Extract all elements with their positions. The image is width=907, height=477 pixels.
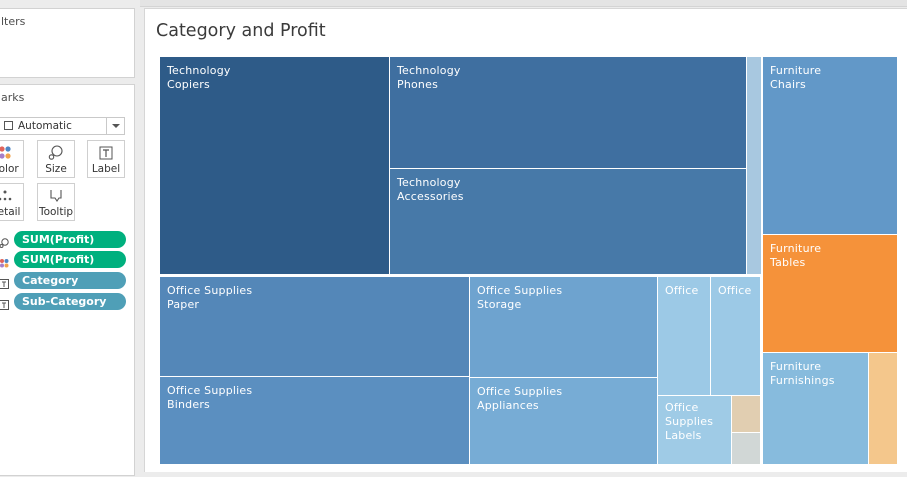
size-icon	[0, 233, 9, 248]
mark-type-value: Automatic	[18, 120, 72, 132]
treemap-tile-label: Office	[718, 284, 752, 297]
treemap-tile-label: Furniture	[770, 242, 822, 255]
treemap-tile[interactable]	[747, 57, 761, 274]
treemap-tile-label: Furniture	[770, 360, 822, 373]
treemap-tile-label: Technology	[397, 176, 461, 189]
treemap-tile-label: Office	[665, 284, 699, 297]
label-icon	[0, 274, 9, 289]
treemap-tile-label: Paper	[167, 298, 200, 311]
worksheet-title: Category and Profit	[156, 21, 326, 41]
treemap-tile-label: Office Supplies	[167, 384, 253, 397]
size-sum-profit-pill[interactable]: SUM(Profit)	[14, 231, 126, 248]
detail-button-label: Detail	[0, 206, 21, 218]
mark-type-dropdown[interactable]: Automatic	[0, 117, 125, 135]
treemap-tile-label: Office Supplies	[477, 284, 563, 297]
color-palette-icon	[0, 145, 23, 161]
treemap-tile[interactable]: Furniture Tables	[763, 235, 897, 352]
treemap-tile-label: Technology	[397, 64, 461, 77]
treemap-tile-label: Phones	[397, 78, 439, 91]
category-label-pill[interactable]: Category	[14, 272, 126, 289]
worksheet-view: Category and Profit Technology Copiers Tec…	[144, 8, 907, 472]
treemap-tile[interactable]: Office	[658, 277, 710, 395]
detail-button[interactable]: Detail	[0, 183, 24, 221]
treemap-tile[interactable]	[732, 433, 760, 464]
treemap-tile-label: Chairs	[770, 78, 806, 91]
tooltip-button-label: Tooltip	[38, 206, 74, 218]
treemap-tile-label: Labels	[665, 429, 702, 442]
filters-card-title: lters	[1, 15, 26, 28]
filters-card[interactable]: lters	[0, 8, 135, 78]
treemap-tile[interactable]: Office Supplies Binders	[160, 377, 469, 464]
treemap-tile-label: Copiers	[167, 78, 210, 91]
treemap-tile-label: Furniture	[770, 64, 822, 77]
treemap-tile-label: Supplies	[665, 415, 714, 428]
treemap-tile-label: Technology	[167, 64, 231, 77]
treemap-tile-label: Office Supplies	[167, 284, 253, 297]
tooltip-button[interactable]: Tooltip	[37, 183, 75, 221]
treemap-tile-label: Office	[665, 401, 699, 414]
label-button-label: Label	[91, 163, 121, 175]
treemap-tile-label: Furnishings	[770, 374, 835, 387]
marks-card-title: arks	[1, 91, 25, 104]
treemap-tile[interactable]: Office Supplies Labels	[658, 396, 731, 464]
treemap-tile-label: Binders	[167, 398, 210, 411]
treemap-tile[interactable]: Technology Copiers	[160, 57, 389, 274]
side-panel: lters arks Automatic Color	[0, 0, 140, 476]
color-icon	[0, 253, 9, 268]
treemap-tile[interactable]: Office Supplies Paper	[160, 277, 469, 376]
label-button[interactable]: Label	[87, 140, 125, 178]
treemap-tile[interactable]: Office Supplies Appliances	[470, 378, 657, 464]
size-button[interactable]: Size	[37, 140, 75, 178]
size-icon	[38, 145, 74, 161]
treemap-tile[interactable]	[732, 396, 760, 432]
treemap-tile[interactable]: Furniture Chairs	[763, 57, 897, 234]
text-label-icon	[88, 145, 124, 161]
treemap-tile-label: Storage	[477, 298, 522, 311]
treemap-tile-label: Tables	[770, 256, 806, 269]
color-button-label: Color	[0, 163, 19, 175]
treemap-chart: Technology Copiers Technology Phones Technol…	[160, 57, 907, 477]
marks-card: arks Automatic Color	[0, 84, 135, 476]
treemap-tile[interactable]: Technology Accessories	[390, 169, 746, 274]
sub-category-label-pill[interactable]: Sub-Category	[14, 293, 126, 310]
treemap-tile-label: Accessories	[397, 190, 464, 203]
detail-dots-icon	[0, 188, 23, 204]
treemap-tile-label: Office Supplies	[477, 385, 563, 398]
size-button-label: Size	[45, 163, 67, 175]
color-button[interactable]: Color	[0, 140, 24, 178]
label-icon	[0, 295, 9, 310]
treemap-tile[interactable]: Technology Phones	[390, 57, 746, 168]
treemap-tile[interactable]: Office Supplies Storage	[470, 277, 657, 377]
top-toolbar-strip	[0, 0, 907, 7]
tooltip-icon	[38, 188, 74, 204]
treemap-tile[interactable]	[869, 353, 897, 464]
treemap-tile[interactable]: Office	[711, 277, 760, 395]
square-mark-icon	[4, 121, 13, 130]
color-sum-profit-pill[interactable]: SUM(Profit)	[14, 251, 126, 268]
treemap-tile[interactable]: Furniture Furnishings	[763, 353, 868, 464]
chevron-down-icon[interactable]	[106, 118, 124, 134]
treemap-tile-label: Appliances	[477, 399, 539, 412]
